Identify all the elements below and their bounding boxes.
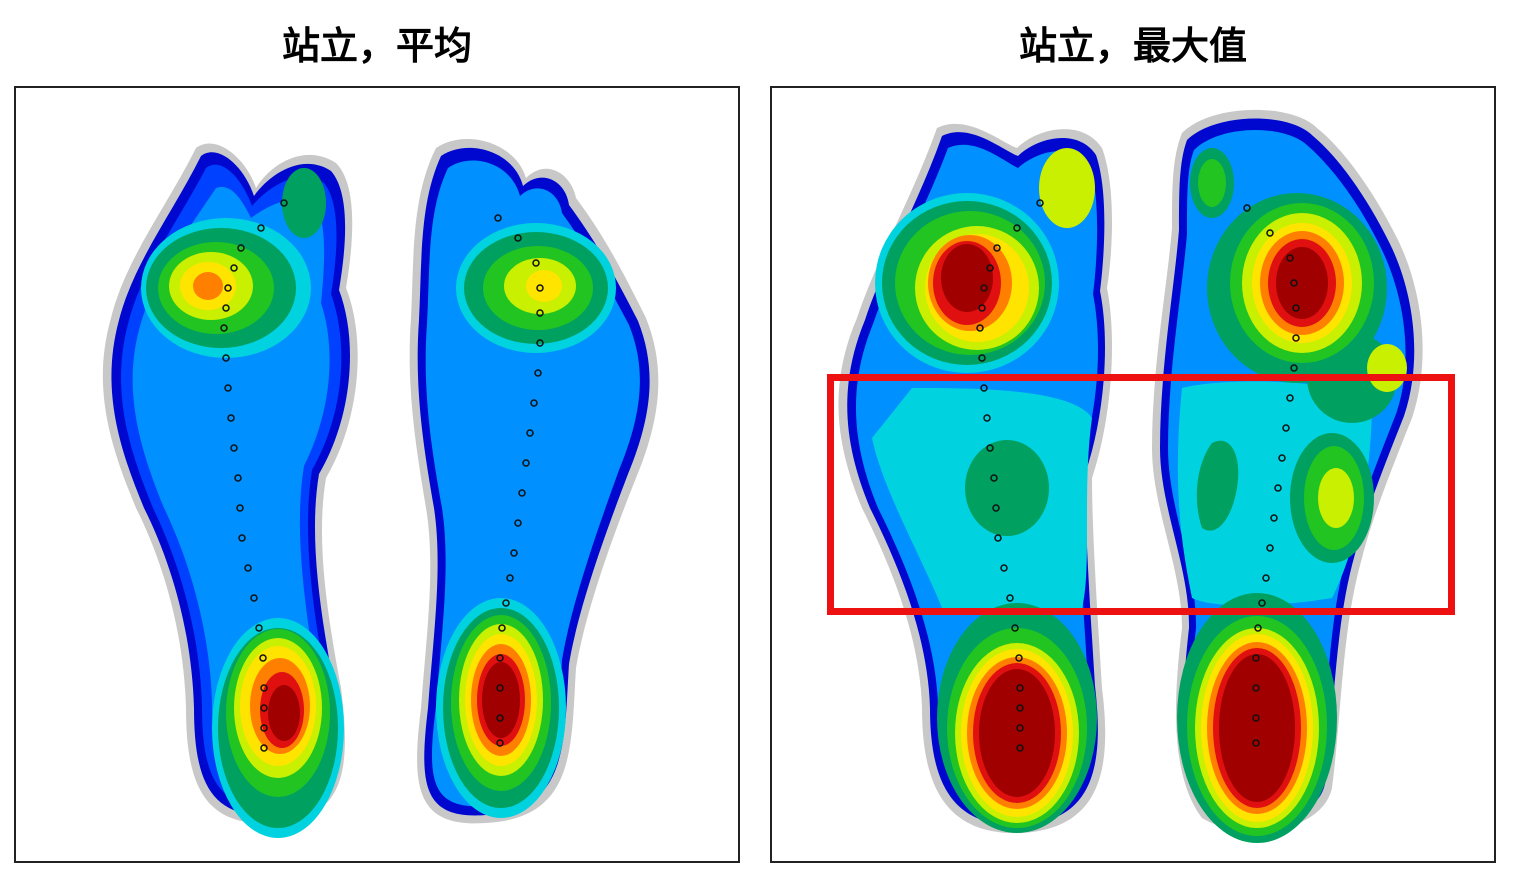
panel-title-average: 站立，平均 <box>281 24 472 68</box>
left-foot-maximum <box>838 123 1112 834</box>
right-foot-average <box>409 139 659 824</box>
midfoot-highlight-box <box>827 374 1455 615</box>
pressure-map-average <box>14 86 740 863</box>
cop-trace-average <box>220 199 544 752</box>
pressure-map-average-image <box>102 139 659 838</box>
panel-title-maximum: 站立，最大值 <box>1018 24 1247 68</box>
left-foot-average <box>102 143 358 838</box>
cop-trace-maximum <box>976 199 1300 752</box>
